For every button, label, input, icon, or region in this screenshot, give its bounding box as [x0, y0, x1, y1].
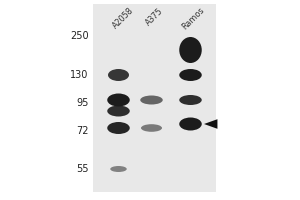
Ellipse shape: [140, 96, 163, 104]
Ellipse shape: [179, 69, 202, 81]
Ellipse shape: [141, 124, 162, 132]
Polygon shape: [204, 119, 218, 129]
Ellipse shape: [179, 37, 202, 63]
Text: A2058: A2058: [111, 6, 136, 31]
Text: 250: 250: [70, 31, 88, 41]
Ellipse shape: [179, 117, 202, 130]
Text: 130: 130: [70, 70, 88, 80]
Ellipse shape: [110, 166, 127, 172]
Text: 95: 95: [76, 98, 88, 108]
Ellipse shape: [107, 94, 130, 106]
FancyBboxPatch shape: [93, 4, 216, 192]
Ellipse shape: [179, 95, 202, 105]
Ellipse shape: [107, 122, 130, 134]
Ellipse shape: [108, 69, 129, 81]
Text: A375: A375: [144, 6, 165, 27]
Text: 72: 72: [76, 126, 88, 136]
Text: Ramos: Ramos: [180, 6, 206, 32]
Ellipse shape: [107, 106, 130, 116]
Text: 55: 55: [76, 164, 88, 174]
